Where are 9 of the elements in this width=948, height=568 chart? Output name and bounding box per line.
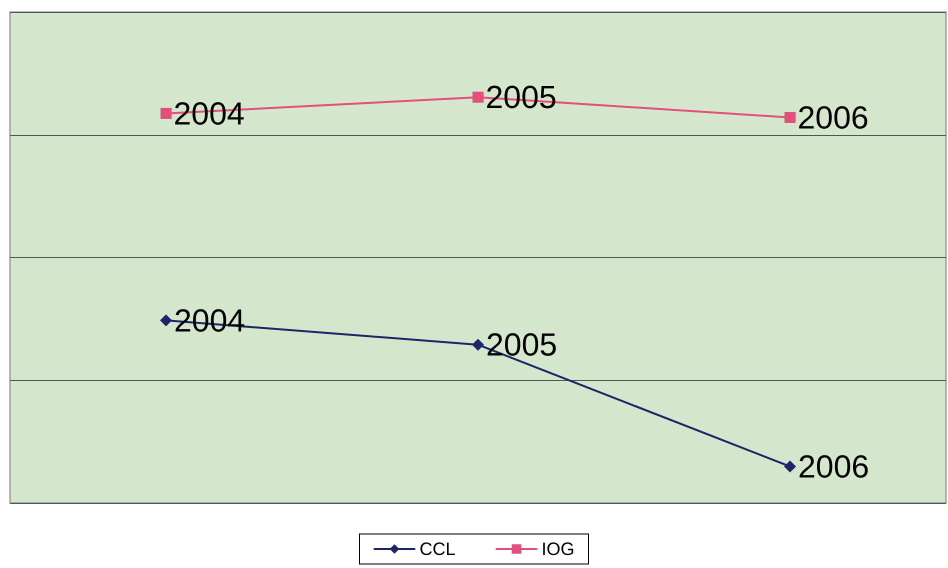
point (472, 92, 484, 103)
legend-label: IOG (542, 539, 575, 559)
point (784, 460, 796, 472)
point (160, 108, 172, 119)
category-label: 2006 (798, 448, 870, 484)
point (472, 338, 484, 351)
legend-label: CCL (419, 539, 456, 559)
point (160, 314, 172, 326)
point (784, 112, 796, 124)
